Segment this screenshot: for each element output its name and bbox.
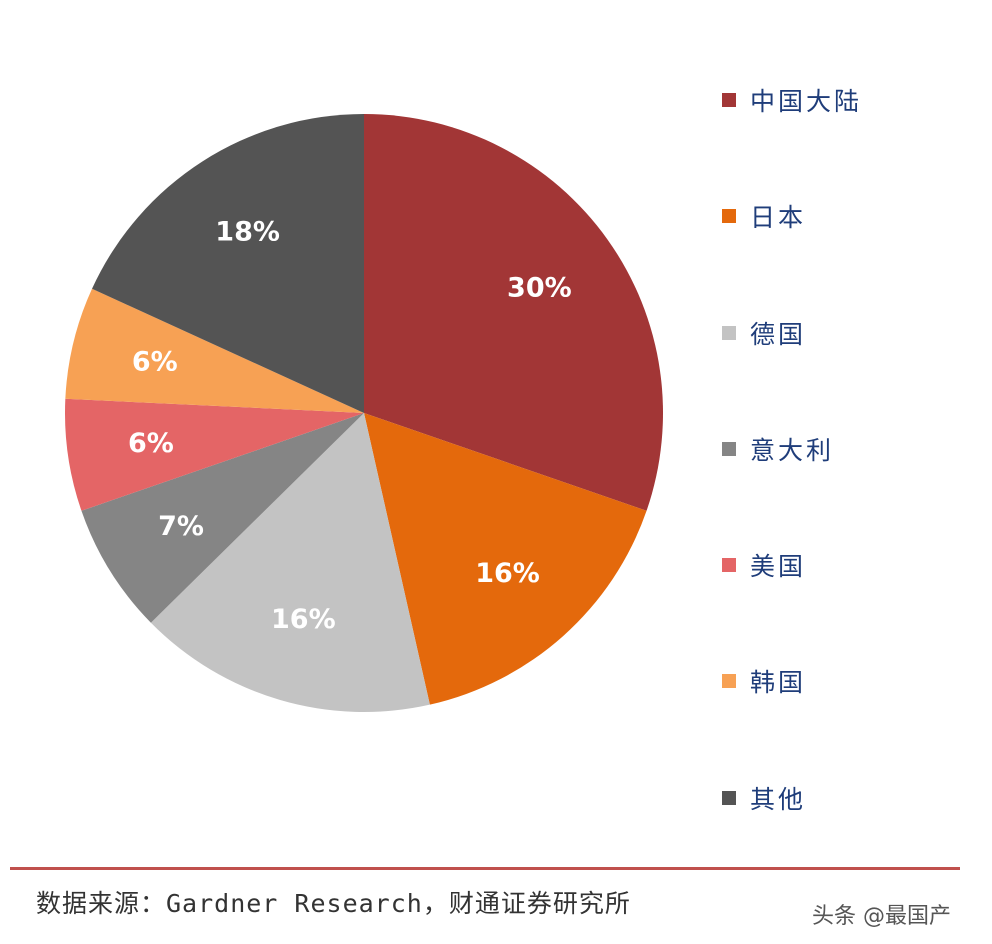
pie-slices — [65, 114, 663, 712]
legend-swatch — [722, 325, 736, 340]
legend-item-4: 意大利 — [722, 431, 962, 467]
pie-value-label-1: 30% — [507, 273, 572, 304]
pie-slice-7 — [92, 114, 365, 413]
legend-item-1: 中国大陆 — [722, 82, 962, 118]
legend-swatch — [722, 558, 736, 573]
pie-value-label-5: 6% — [128, 428, 174, 459]
legend-label: 美国 — [750, 552, 807, 582]
pie-value-label-4: 7% — [158, 511, 204, 542]
pie-slice-1 — [364, 114, 663, 511]
legend-item-6: 韩国 — [722, 663, 962, 699]
source-divider — [10, 867, 960, 870]
legend-label: 其他 — [750, 784, 807, 814]
pie-value-label-6: 6% — [132, 347, 178, 378]
legend-swatch — [722, 790, 736, 805]
legend-item-7: 其他 — [722, 780, 962, 816]
source-note: 数据来源：Gardner Research，财通证券研究所 — [36, 889, 631, 918]
legend-label: 日本 — [750, 203, 807, 233]
legend-item-2: 日本 — [722, 198, 962, 234]
pie-slice-3 — [150, 413, 430, 712]
pie-value-labels: 30% 16% 16% 7% 6% 6% 18% — [128, 216, 572, 635]
pie-value-label-7: 18% — [215, 216, 280, 247]
legend-swatch — [722, 209, 736, 224]
legend-swatch — [722, 441, 736, 456]
legend-swatch — [722, 674, 736, 689]
pie-value-label-2: 16% — [475, 558, 540, 589]
pie-slice-4 — [81, 413, 364, 623]
pie-slice-6 — [65, 288, 364, 413]
legend-item-3: 德国 — [722, 315, 962, 351]
pie-value-label-3: 16% — [271, 604, 336, 635]
legend-label: 中国大陆 — [750, 87, 863, 116]
legend-swatch — [722, 93, 736, 107]
legend-label: 韩国 — [750, 668, 807, 698]
watermark: 头条 @最国产 — [812, 904, 951, 929]
pie-slice-2 — [364, 413, 647, 705]
legend-label: 德国 — [750, 319, 807, 349]
pie-slice-5 — [65, 398, 364, 511]
legend-item-5: 美国 — [722, 547, 962, 583]
legend-label: 意大利 — [750, 435, 835, 465]
legend: 中国大陆日本德国意大利美国韩国其他 — [722, 82, 962, 896]
